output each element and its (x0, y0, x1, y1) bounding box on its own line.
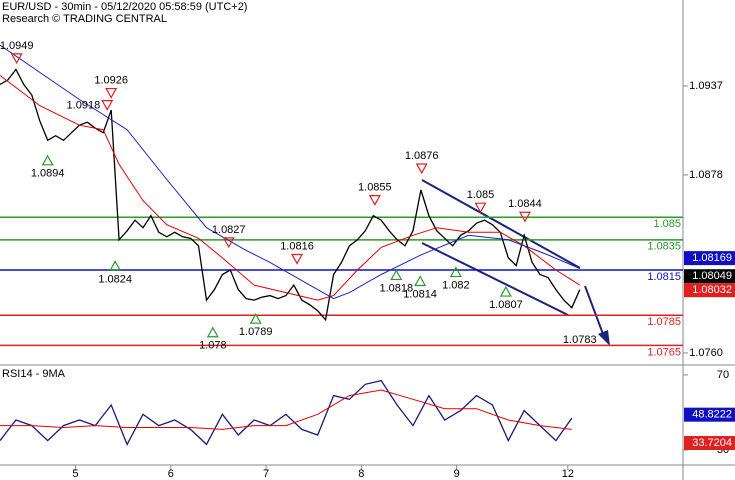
arrow-head (598, 330, 610, 346)
price-line (0, 75, 581, 301)
low-marker (206, 326, 219, 338)
price-box-label: 1.08049 (692, 270, 732, 282)
low-label: 1.078 (199, 340, 227, 352)
level-label: 1.0835 (647, 241, 681, 253)
y-tick-label: 1.0937 (689, 80, 723, 92)
level-label: 1.0785 (647, 316, 681, 328)
high-label: 1.0855 (358, 182, 392, 194)
x-tick-label: 7 (263, 468, 269, 480)
high-marker (105, 87, 118, 99)
high-label: 1.0926 (94, 74, 128, 86)
price-line (0, 44, 580, 300)
rsi-title: RSI14 - 9MA (2, 368, 66, 380)
forecast-arrow (584, 285, 604, 335)
low-marker (414, 275, 427, 287)
chart-title: EUR/USD - 30min - 05/12/2020 05:58:59 (U… (2, 1, 247, 13)
price-box (684, 269, 735, 284)
x-tick-label: 5 (72, 468, 78, 480)
price-box-label: 33.7204 (692, 437, 732, 449)
low-label: 1.0894 (31, 168, 65, 180)
level-label: 1.085 (653, 218, 681, 230)
low-label: 1.082 (442, 279, 470, 291)
target-label: 1.0783 (563, 334, 597, 346)
channel-line (421, 179, 581, 269)
price-box (684, 283, 735, 298)
low-marker (499, 285, 512, 297)
x-tick-label: 9 (454, 468, 460, 480)
high-marker (518, 211, 531, 223)
high-label: 1.0816 (280, 240, 314, 252)
low-marker (449, 266, 462, 278)
price-box (684, 436, 735, 451)
low-label: 1.0807 (489, 299, 523, 311)
price-box (684, 407, 735, 422)
high-marker (222, 237, 235, 249)
high-marker (101, 100, 114, 111)
high-label: 1.0844 (508, 198, 542, 210)
high-marker (10, 53, 23, 65)
level-label: 1.0815 (647, 271, 681, 283)
high-marker (415, 163, 428, 175)
high-marker (368, 195, 381, 206)
x-tick-label: 12 (562, 468, 574, 480)
high-label: 1.0949 (0, 40, 34, 52)
high-marker (291, 253, 304, 265)
high-label: 1.0918 (67, 100, 101, 112)
y-tick-label: 1.0878 (689, 169, 723, 181)
low-marker (390, 269, 403, 281)
channel-line (421, 242, 569, 316)
low-label: 1.0824 (98, 273, 132, 285)
low-label: 1.0814 (403, 288, 437, 300)
low-marker (41, 154, 54, 166)
y-tick-label: 70 (717, 369, 729, 381)
level-label: 1.0765 (647, 346, 681, 358)
price-line (0, 389, 572, 430)
price-box-label: 1.08032 (692, 284, 732, 296)
high-label: 1.085 (467, 189, 495, 201)
low-marker (249, 312, 262, 324)
low-label: 1.0818 (379, 282, 413, 294)
low-marker (109, 260, 122, 272)
price-box-label: 1.08169 (692, 252, 732, 264)
x-tick-label: 6 (168, 468, 174, 480)
chart-subtitle: Research © TRADING CENTRAL (2, 13, 167, 25)
x-tick-label: 8 (358, 468, 364, 480)
high-marker (474, 202, 487, 214)
high-label: 1.0876 (405, 150, 439, 162)
high-label: 1.0827 (212, 224, 246, 236)
price-box (684, 251, 735, 266)
y-tick-label: 1.0760 (689, 347, 723, 359)
price-box-label: 48.8222 (692, 409, 732, 421)
low-label: 1.0789 (239, 326, 273, 338)
